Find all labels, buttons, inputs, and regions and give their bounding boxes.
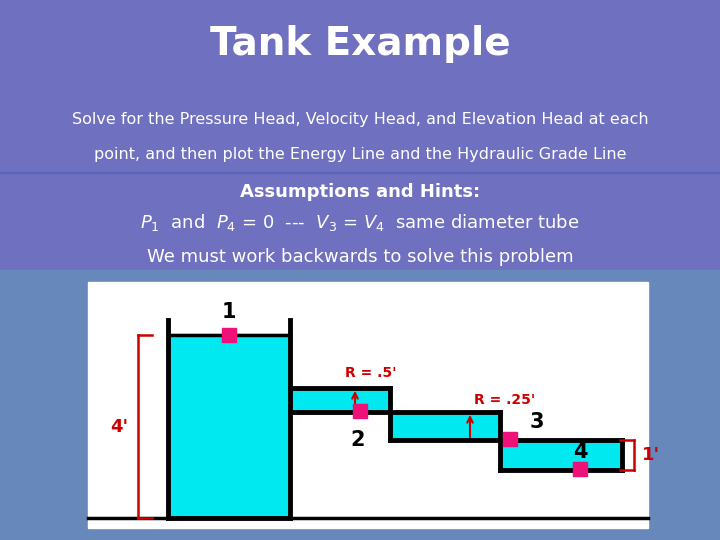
Point (354, 407, 366, 415)
Text: Tank Example: Tank Example (210, 25, 510, 63)
Text: 4': 4' (110, 417, 128, 435)
Text: R = .25': R = .25' (474, 393, 535, 407)
Text: point, and then plot the Energy Line and the Hydraulic Grade Line: point, and then plot the Energy Line and… (94, 146, 626, 161)
Text: Assumptions and Hints:: Assumptions and Hints: (240, 183, 480, 201)
Bar (501, 440, 622, 469)
Point (504, 435, 516, 443)
Bar (170, 334, 288, 517)
Text: 1: 1 (222, 302, 236, 322)
Text: 2: 2 (351, 430, 365, 450)
Text: R = .5': R = .5' (345, 366, 397, 380)
Text: 3: 3 (530, 412, 544, 432)
Text: Solve for the Pressure Head, Velocity Head, and Elevation Head at each: Solve for the Pressure Head, Velocity He… (72, 112, 648, 126)
Text: $P_1$  and  $P_4$ = 0  ---  $V_3$ = $V_4$  same diameter tube: $P_1$ and $P_4$ = 0 --- $V_3$ = $V_4$ sa… (140, 212, 580, 233)
Text: We must work backwards to solve this problem: We must work backwards to solve this pro… (147, 248, 573, 266)
Bar (291, 388, 390, 411)
Point (575, 465, 586, 474)
Text: 1': 1' (642, 446, 660, 464)
Bar (88, 282, 648, 528)
Point (223, 330, 235, 339)
Bar (391, 412, 500, 439)
Text: 4: 4 (572, 442, 588, 462)
